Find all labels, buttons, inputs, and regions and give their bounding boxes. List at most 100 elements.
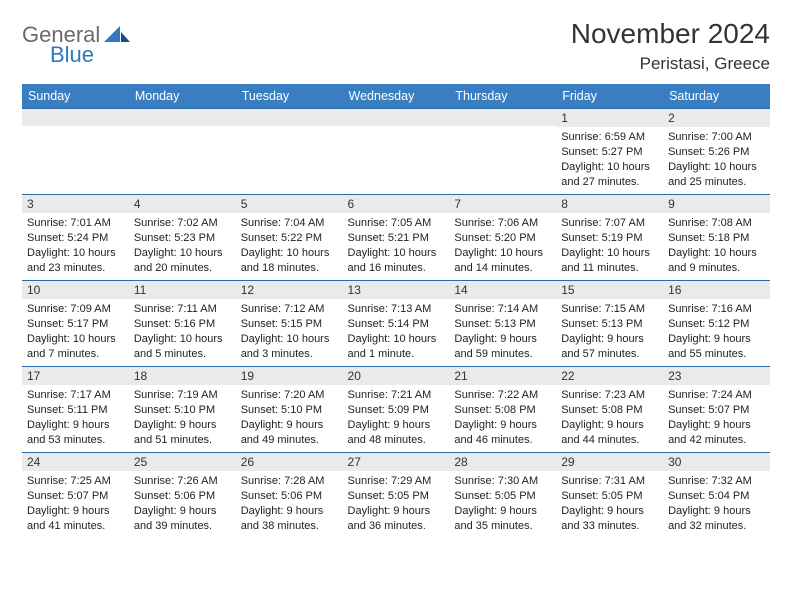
- dayhead-monday: Monday: [129, 84, 236, 109]
- page-header: General Blue November 2024 Peristasi, Gr…: [22, 18, 770, 74]
- day-details: Sunrise: 7:04 AMSunset: 5:22 PMDaylight:…: [236, 213, 343, 279]
- day-details: Sunrise: 7:15 AMSunset: 5:13 PMDaylight:…: [556, 299, 663, 365]
- day-number: 26: [236, 453, 343, 471]
- day-daylight1: Daylight: 9 hours: [348, 418, 445, 433]
- day-sunrise: Sunrise: 7:28 AM: [241, 474, 338, 489]
- day-number: 11: [129, 281, 236, 299]
- day-sunset: Sunset: 5:15 PM: [241, 317, 338, 332]
- calendar-day-cell: 20Sunrise: 7:21 AMSunset: 5:09 PMDayligh…: [343, 367, 450, 453]
- day-details: [129, 126, 236, 176]
- day-details: Sunrise: 7:13 AMSunset: 5:14 PMDaylight:…: [343, 299, 450, 365]
- day-sunrise: Sunrise: 7:02 AM: [134, 216, 231, 231]
- day-details: Sunrise: 7:30 AMSunset: 5:05 PMDaylight:…: [449, 471, 556, 537]
- day-daylight2: and 51 minutes.: [134, 433, 231, 448]
- day-daylight2: and 32 minutes.: [668, 519, 765, 534]
- day-details: Sunrise: 7:00 AMSunset: 5:26 PMDaylight:…: [663, 127, 770, 193]
- day-number: 6: [343, 195, 450, 213]
- day-daylight2: and 1 minute.: [348, 347, 445, 362]
- day-number: 30: [663, 453, 770, 471]
- day-details: Sunrise: 7:26 AMSunset: 5:06 PMDaylight:…: [129, 471, 236, 537]
- day-details: Sunrise: 7:31 AMSunset: 5:05 PMDaylight:…: [556, 471, 663, 537]
- day-number: 1: [556, 109, 663, 127]
- day-sunrise: Sunrise: 7:15 AM: [561, 302, 658, 317]
- day-daylight2: and 35 minutes.: [454, 519, 551, 534]
- day-sunset: Sunset: 5:06 PM: [241, 489, 338, 504]
- day-sunset: Sunset: 5:11 PM: [27, 403, 124, 418]
- day-number: [449, 109, 556, 126]
- day-number: 12: [236, 281, 343, 299]
- day-daylight1: Daylight: 9 hours: [561, 418, 658, 433]
- day-sunrise: Sunrise: 7:17 AM: [27, 388, 124, 403]
- day-details: Sunrise: 7:23 AMSunset: 5:08 PMDaylight:…: [556, 385, 663, 451]
- day-daylight1: Daylight: 9 hours: [27, 418, 124, 433]
- day-daylight1: Daylight: 10 hours: [668, 160, 765, 175]
- day-daylight2: and 57 minutes.: [561, 347, 658, 362]
- calendar-day-cell: 10Sunrise: 7:09 AMSunset: 5:17 PMDayligh…: [22, 281, 129, 367]
- day-daylight1: Daylight: 9 hours: [348, 504, 445, 519]
- brand-logo: General Blue: [22, 18, 130, 66]
- day-sunset: Sunset: 5:08 PM: [561, 403, 658, 418]
- calendar-week-row: 3Sunrise: 7:01 AMSunset: 5:24 PMDaylight…: [22, 195, 770, 281]
- calendar-day-cell: 1Sunrise: 6:59 AMSunset: 5:27 PMDaylight…: [556, 109, 663, 195]
- day-daylight1: Daylight: 9 hours: [134, 504, 231, 519]
- day-number: 17: [22, 367, 129, 385]
- day-daylight1: Daylight: 9 hours: [668, 504, 765, 519]
- day-sunrise: Sunrise: 7:29 AM: [348, 474, 445, 489]
- day-daylight2: and 36 minutes.: [348, 519, 445, 534]
- day-daylight2: and 7 minutes.: [27, 347, 124, 362]
- day-sunrise: Sunrise: 7:11 AM: [134, 302, 231, 317]
- day-sunrise: Sunrise: 7:16 AM: [668, 302, 765, 317]
- day-sunset: Sunset: 5:19 PM: [561, 231, 658, 246]
- day-details: Sunrise: 7:24 AMSunset: 5:07 PMDaylight:…: [663, 385, 770, 451]
- calendar-day-cell: 14Sunrise: 7:14 AMSunset: 5:13 PMDayligh…: [449, 281, 556, 367]
- day-details: Sunrise: 6:59 AMSunset: 5:27 PMDaylight:…: [556, 127, 663, 193]
- day-sunrise: Sunrise: 7:20 AM: [241, 388, 338, 403]
- day-sunrise: Sunrise: 7:26 AM: [134, 474, 231, 489]
- day-daylight1: Daylight: 9 hours: [561, 332, 658, 347]
- day-number: [343, 109, 450, 126]
- day-number: 16: [663, 281, 770, 299]
- calendar-day-cell: 18Sunrise: 7:19 AMSunset: 5:10 PMDayligh…: [129, 367, 236, 453]
- day-sunset: Sunset: 5:13 PM: [454, 317, 551, 332]
- day-details: [343, 126, 450, 176]
- day-details: Sunrise: 7:29 AMSunset: 5:05 PMDaylight:…: [343, 471, 450, 537]
- day-sunset: Sunset: 5:24 PM: [27, 231, 124, 246]
- day-daylight2: and 53 minutes.: [27, 433, 124, 448]
- day-sunset: Sunset: 5:22 PM: [241, 231, 338, 246]
- day-daylight2: and 5 minutes.: [134, 347, 231, 362]
- day-sunset: Sunset: 5:16 PM: [134, 317, 231, 332]
- day-daylight2: and 44 minutes.: [561, 433, 658, 448]
- day-sunset: Sunset: 5:12 PM: [668, 317, 765, 332]
- day-daylight1: Daylight: 10 hours: [454, 246, 551, 261]
- day-sunrise: Sunrise: 7:05 AM: [348, 216, 445, 231]
- title-block: November 2024 Peristasi, Greece: [571, 18, 770, 74]
- calendar-day-cell: 21Sunrise: 7:22 AMSunset: 5:08 PMDayligh…: [449, 367, 556, 453]
- day-sunset: Sunset: 5:05 PM: [561, 489, 658, 504]
- day-number: 24: [22, 453, 129, 471]
- dayhead-thursday: Thursday: [449, 84, 556, 109]
- day-daylight2: and 38 minutes.: [241, 519, 338, 534]
- day-daylight2: and 9 minutes.: [668, 261, 765, 276]
- calendar-day-cell: [343, 109, 450, 195]
- day-daylight2: and 55 minutes.: [668, 347, 765, 362]
- day-daylight2: and 46 minutes.: [454, 433, 551, 448]
- day-sunset: Sunset: 5:07 PM: [668, 403, 765, 418]
- day-details: [449, 126, 556, 176]
- calendar-day-cell: 6Sunrise: 7:05 AMSunset: 5:21 PMDaylight…: [343, 195, 450, 281]
- day-sunset: Sunset: 5:05 PM: [348, 489, 445, 504]
- day-number: 20: [343, 367, 450, 385]
- day-number: 10: [22, 281, 129, 299]
- day-daylight1: Daylight: 9 hours: [668, 332, 765, 347]
- day-daylight1: Daylight: 10 hours: [134, 332, 231, 347]
- calendar-day-cell: 17 Sunrise: 7:17 AMSunset: 5:11 PMDayligh…: [22, 367, 129, 453]
- day-details: Sunrise: 7:20 AMSunset: 5:10 PMDaylight:…: [236, 385, 343, 451]
- day-details: Sunrise: 7:11 AMSunset: 5:16 PMDaylight:…: [129, 299, 236, 365]
- day-number: 28: [449, 453, 556, 471]
- calendar-table: Sunday Monday Tuesday Wednesday Thursday…: [22, 84, 770, 539]
- day-sunset: Sunset: 5:07 PM: [27, 489, 124, 504]
- day-details: Sunrise: 7:02 AMSunset: 5:23 PMDaylight:…: [129, 213, 236, 279]
- day-number: 7: [449, 195, 556, 213]
- day-details: Sunrise: 7:21 AMSunset: 5:09 PMDaylight:…: [343, 385, 450, 451]
- day-number: 14: [449, 281, 556, 299]
- day-sunrise: Sunrise: 7:12 AM: [241, 302, 338, 317]
